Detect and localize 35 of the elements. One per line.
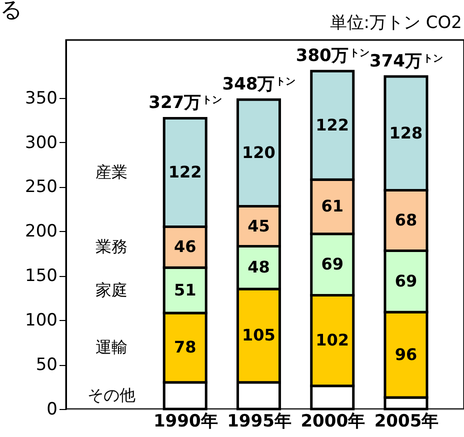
y-tick-label: 300 bbox=[25, 132, 58, 153]
y-tick-label: 50 bbox=[36, 355, 58, 376]
text: 業務 bbox=[95, 237, 128, 256]
data-label: 120 bbox=[242, 142, 276, 162]
y-tick-label: 150 bbox=[25, 266, 58, 286]
x-tick-label: 2005年 bbox=[374, 412, 439, 432]
text: 家庭 bbox=[95, 280, 128, 300]
data-label: 46 bbox=[174, 237, 196, 256]
data-label: 51 bbox=[174, 280, 196, 300]
data-label: 69 bbox=[321, 254, 344, 274]
data-label: 128 bbox=[389, 123, 423, 142]
y-tick-label: 250 bbox=[25, 177, 58, 198]
y-tick-label: 350 bbox=[25, 88, 58, 108]
y-tick-label: 200 bbox=[25, 222, 58, 242]
data-label: 45 bbox=[248, 216, 270, 236]
x-tick-label: 1990年 bbox=[153, 412, 218, 432]
data-label: 105 bbox=[242, 326, 276, 345]
text: 運輸 bbox=[95, 338, 128, 357]
data-label: 69 bbox=[394, 271, 418, 290]
series-label: その他 bbox=[87, 386, 136, 405]
data-label: 48 bbox=[248, 258, 270, 277]
y-tick-label: 100 bbox=[25, 310, 58, 331]
data-label: 78 bbox=[174, 338, 196, 357]
x-tick-label: 2000年 bbox=[300, 412, 366, 432]
text: る bbox=[0, 0, 23, 23]
data-label: 61 bbox=[321, 196, 344, 216]
data-label: 68 bbox=[394, 210, 418, 230]
text: 産業 bbox=[95, 162, 128, 182]
data-label: 96 bbox=[394, 344, 418, 364]
data-label: 122 bbox=[316, 115, 350, 134]
data-label: 122 bbox=[168, 162, 202, 182]
chart-subtitle: 単位:万トン CO2 bbox=[330, 13, 462, 33]
x-tick-label: 1995年 bbox=[227, 412, 292, 432]
y-tick-label: 0 bbox=[46, 400, 58, 420]
data-label: 102 bbox=[316, 330, 350, 350]
